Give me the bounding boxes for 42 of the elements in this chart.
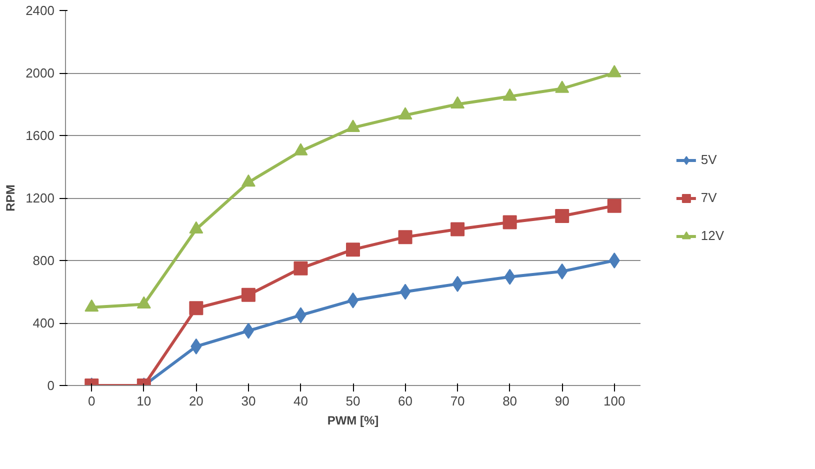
y-tick-label: 800 bbox=[32, 253, 55, 268]
point bbox=[398, 230, 412, 244]
point bbox=[346, 242, 360, 257]
point bbox=[241, 174, 256, 187]
point bbox=[555, 208, 570, 223]
point bbox=[189, 221, 204, 234]
x-tick-label: 10 bbox=[136, 394, 152, 408]
point bbox=[294, 143, 308, 156]
point bbox=[450, 222, 465, 236]
x-tick-label: 90 bbox=[554, 394, 570, 408]
x-tick-label: 30 bbox=[241, 394, 256, 408]
x-tick-label: 70 bbox=[450, 394, 465, 408]
y-tick-label: 1600 bbox=[26, 128, 54, 143]
x-tick-label: 80 bbox=[502, 394, 518, 408]
x-tick-label: 40 bbox=[293, 394, 308, 408]
point bbox=[450, 96, 465, 109]
y-tick-label: 2000 bbox=[26, 66, 54, 80]
point bbox=[398, 107, 412, 120]
x-axis-title: PWM [%] bbox=[327, 414, 379, 428]
point bbox=[555, 80, 570, 93]
legend-label: 7V bbox=[700, 190, 718, 205]
point bbox=[608, 252, 620, 268]
legend-label: 5V bbox=[700, 152, 718, 167]
point bbox=[346, 120, 360, 132]
y-tick-label: 400 bbox=[32, 316, 55, 330]
x-tick-label: 50 bbox=[346, 394, 360, 408]
x-tick-label: 60 bbox=[398, 394, 413, 408]
legend-label: 12V bbox=[700, 228, 724, 243]
point bbox=[502, 88, 517, 101]
x-tick-label: 20 bbox=[188, 394, 204, 408]
point bbox=[241, 288, 256, 302]
point bbox=[607, 64, 622, 78]
y-tick-label: 0 bbox=[47, 378, 55, 393]
point bbox=[502, 215, 517, 230]
point bbox=[294, 261, 308, 276]
y-tick-label: 1200 bbox=[26, 190, 54, 206]
y-axis-title: RPM bbox=[4, 184, 18, 212]
x-tick-label: 0 bbox=[88, 394, 96, 408]
y-tick-label: 2400 bbox=[26, 3, 54, 18]
point bbox=[189, 301, 204, 316]
x-tick-label: 100 bbox=[604, 394, 626, 408]
point bbox=[607, 198, 622, 213]
